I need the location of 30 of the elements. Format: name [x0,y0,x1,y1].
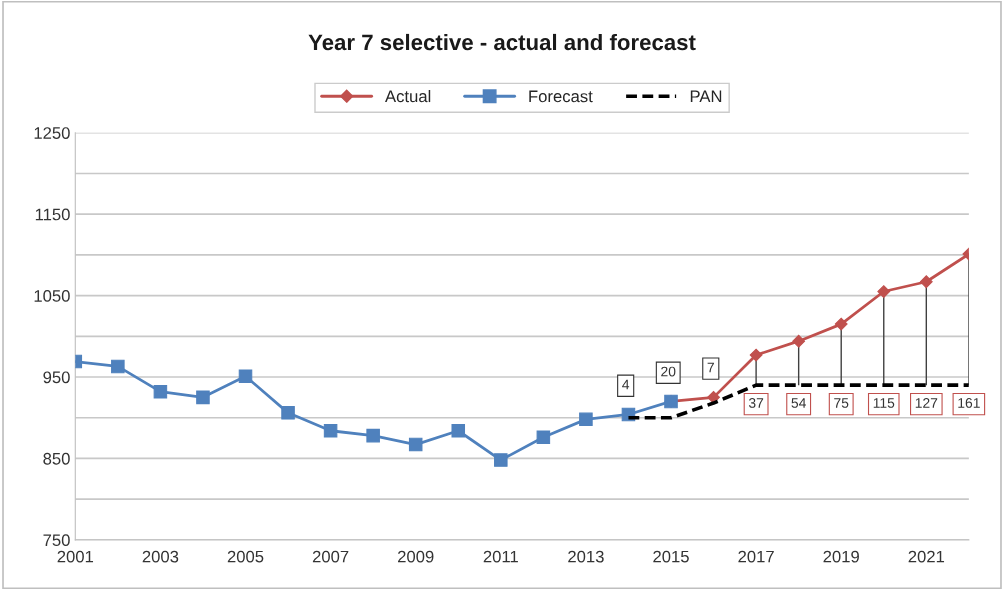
x-tick-label: 2017 [738,550,774,563]
x-tick-label: 2007 [312,550,349,563]
y-tick-label: 950 [43,371,70,384]
legend-label: Forecast [529,90,593,103]
annotation: 54 [791,398,806,408]
x-tick-label: 2011 [483,550,518,563]
x-tick-label: 2019 [823,550,859,563]
y-tick-label: 750 [43,534,70,547]
y-tick-label: 850 [43,452,70,465]
y-tick-label: 1150 [35,208,70,221]
chart-title: Year 7 selective - actual and forecast [308,33,696,51]
annotation: 37 [748,398,764,408]
y-tick-label: 1050 [34,289,70,302]
annotation: 75 [834,398,849,408]
x-tick-label: 2021 [908,550,945,563]
x-tick-label: 2003 [142,550,179,563]
y-tick-label: 1250 [34,127,70,139]
annotation: 7 [707,362,714,373]
x-tick-label: 2013 [568,550,604,563]
annotation: 127 [915,398,938,408]
x-tick-label: 2009 [398,550,434,563]
x-tick-label: 2001 [57,550,94,563]
annotation: 161 [958,398,980,408]
annotation: 4 [622,379,630,390]
annotation: 115 [873,398,895,408]
annotation: 20 [661,366,676,377]
legend-label: Actual [385,90,431,103]
x-tick-label: 2015 [653,550,689,563]
legend-label: PAN [690,90,722,103]
x-tick-label: 2005 [227,550,264,563]
